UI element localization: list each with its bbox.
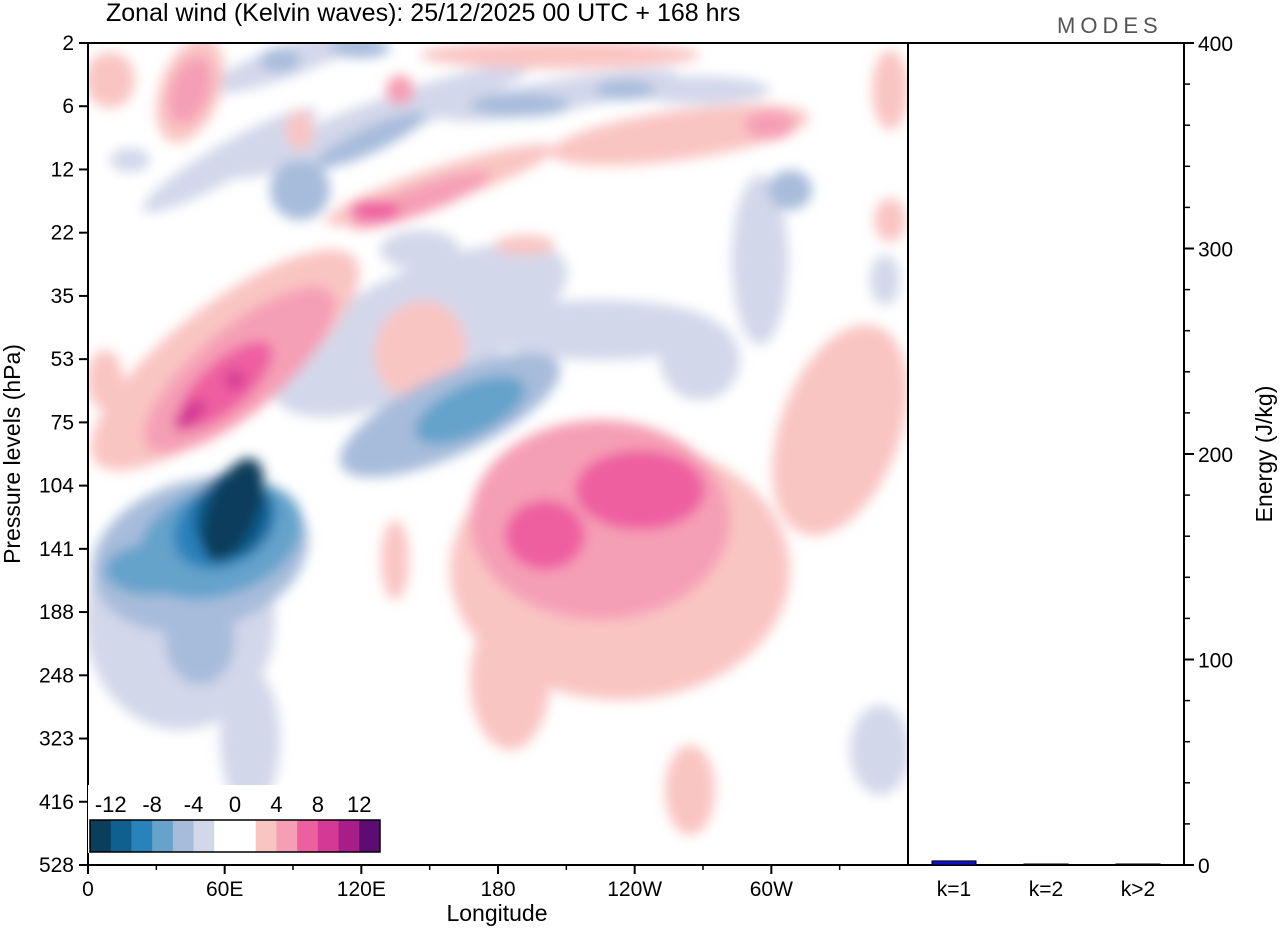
pressure-tick-label: 75 (51, 411, 74, 434)
energy-tick-label: 100 (1198, 650, 1233, 673)
colorbar-swatch (152, 820, 174, 852)
longitude-tick-label: 0 (82, 878, 94, 901)
colorbar-swatch (131, 820, 153, 852)
colorbar-label: 12 (347, 792, 371, 817)
pressure-tick-label: 188 (39, 601, 74, 624)
chart-title: Zonal wind (Kelvin waves): 25/12/2025 00… (106, 0, 740, 27)
pressure-tick-label: 53 (51, 348, 74, 371)
colorbar-swatch (90, 820, 112, 852)
colorbar-swatch (255, 820, 277, 852)
colorbar-swatch (276, 820, 298, 852)
pressure-tick-label: 12 (51, 158, 74, 181)
colorbar-label: -12 (95, 792, 127, 817)
longitude-axis: 0 60E 120E 180 120W 60W (82, 865, 841, 901)
modes-logo: MODES (1057, 13, 1163, 38)
colorbar: -12 -8 -4 0 4 8 12 (88, 785, 382, 853)
energy-bar (1115, 863, 1161, 866)
pressure-tick-label: 35 (51, 285, 74, 308)
colorbar-swatch (338, 820, 360, 852)
energy-bar (931, 860, 977, 866)
longitude-tick-label: 120E (337, 878, 386, 901)
energy-tick-label: 300 (1198, 239, 1233, 262)
colorbar-label: 8 (312, 792, 324, 817)
pressure-tick-label: 6 (62, 95, 74, 118)
energy-tick-label: 400 (1198, 33, 1233, 56)
colorbar-swatch (359, 820, 381, 852)
colorbar-swatch (317, 820, 340, 852)
energy-category-label: k=1 (937, 878, 971, 901)
colorbar-swatch (235, 820, 257, 852)
energy-axis-label: Energy (J/kg) (1251, 386, 1277, 523)
contour-shapes (88, 43, 908, 835)
energy-tick-label: 200 (1198, 444, 1233, 467)
longitude-tick-label: 180 (480, 878, 515, 901)
energy-plot-frame (907, 42, 1185, 866)
colorbar-label: -4 (184, 792, 204, 817)
colorbar-swatch (193, 820, 215, 852)
colorbar-swatch (214, 820, 236, 852)
y-axis-label: Pressure levels (hPa) (0, 344, 25, 564)
longitude-tick-label: 60E (206, 878, 243, 901)
contour-field (88, 43, 908, 835)
pressure-tick-label: 416 (39, 791, 74, 814)
pressure-tick-label: 528 (39, 854, 74, 877)
pressure-tick-label: 22 (51, 222, 74, 245)
x-axis-label: Longitude (446, 900, 547, 926)
energy-category-label: k=2 (1029, 878, 1063, 901)
colorbar-label: -8 (142, 792, 162, 817)
energy-axis: 0 100 200 300 400 (1184, 33, 1233, 878)
longitude-tick-label: 60W (750, 878, 793, 901)
pressure-tick-label: 141 (39, 538, 74, 561)
colorbar-swatch (297, 820, 319, 852)
energy-tick-label: 0 (1198, 855, 1210, 878)
pressure-axis: 2 6 12 22 35 53 75 104 141 188 248 323 416 528 (39, 32, 88, 877)
pressure-tick-label: 323 (39, 728, 74, 751)
longitude-tick-label: 120W (607, 878, 662, 901)
pressure-tick-label: 2 (62, 32, 74, 55)
energy-bars: k=1 k=2 k>2 (931, 860, 1161, 901)
pressure-tick-label: 248 (39, 664, 74, 687)
colorbar-swatch (172, 820, 195, 852)
energy-category-label: k>2 (1121, 878, 1155, 901)
energy-bar (1023, 863, 1069, 866)
colorbar-label: 0 (229, 792, 241, 817)
colorbar-swatch (110, 820, 132, 852)
colorbar-frame (89, 819, 381, 853)
pressure-tick-label: 104 (39, 475, 74, 498)
colorbar-label: 4 (270, 792, 282, 817)
